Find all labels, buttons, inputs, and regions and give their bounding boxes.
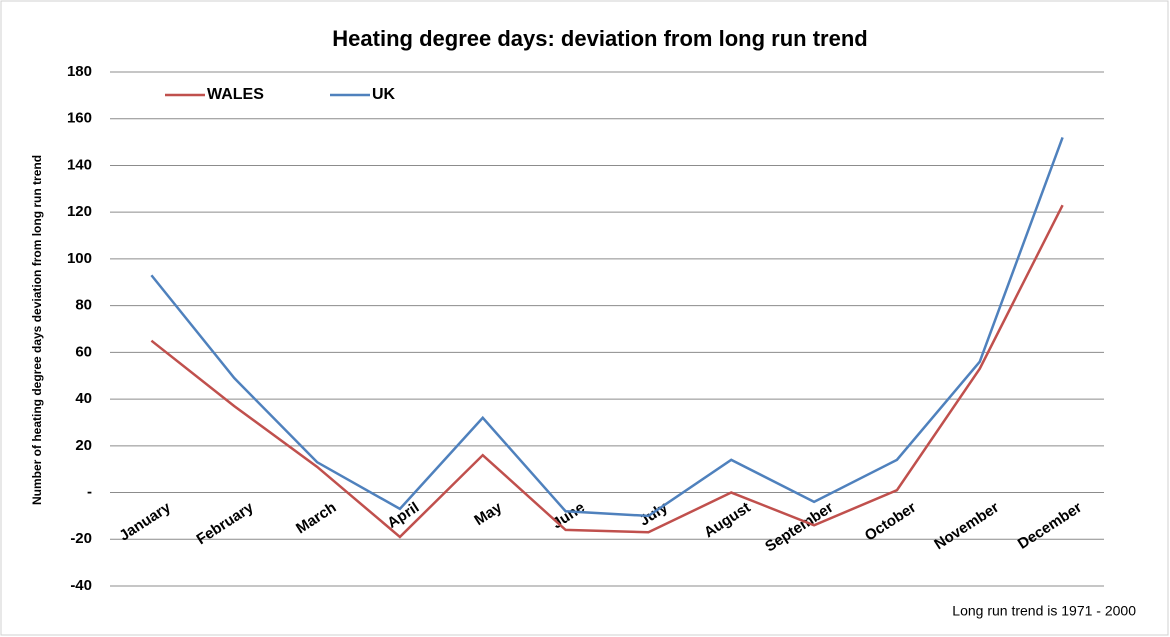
x-tick-label: August xyxy=(701,499,754,541)
y-tick-label: -40 xyxy=(70,577,92,594)
y-tick-label: 160 xyxy=(67,110,92,127)
y-tick-label: 140 xyxy=(67,156,92,173)
x-tick-label: May xyxy=(471,499,505,530)
line-series xyxy=(150,204,1064,539)
y-axis-label: Number of heating degree days deviation … xyxy=(30,155,44,505)
line-series xyxy=(150,136,1064,518)
x-tick-label: September xyxy=(762,499,836,556)
x-tick-label: November xyxy=(931,499,1002,553)
x-tick-label: January xyxy=(116,499,174,545)
x-tick-label: February xyxy=(193,499,257,549)
y-tick-label: 180 xyxy=(67,63,92,80)
y-tick-label: 80 xyxy=(75,297,92,314)
x-tick-label: October xyxy=(862,499,920,545)
x-tick-label: December xyxy=(1015,499,1085,553)
y-tick-label: 20 xyxy=(75,437,92,454)
y-tick-label: 40 xyxy=(75,390,92,407)
y-tick-label: 100 xyxy=(67,250,92,267)
annotation: Long run trend is 1971 - 2000 xyxy=(952,603,1136,619)
y-tick-label: - xyxy=(87,484,92,501)
legend-label: WALES xyxy=(207,86,264,103)
legend-label: UK xyxy=(372,86,396,103)
y-tick-label: 60 xyxy=(75,343,92,360)
x-tick-label: March xyxy=(293,499,339,537)
chart-title: Heating degree days: deviation from long… xyxy=(332,26,867,51)
x-tick-label: June xyxy=(549,499,588,532)
y-tick-label: 120 xyxy=(67,203,92,220)
y-tick-label: -20 xyxy=(70,530,92,547)
